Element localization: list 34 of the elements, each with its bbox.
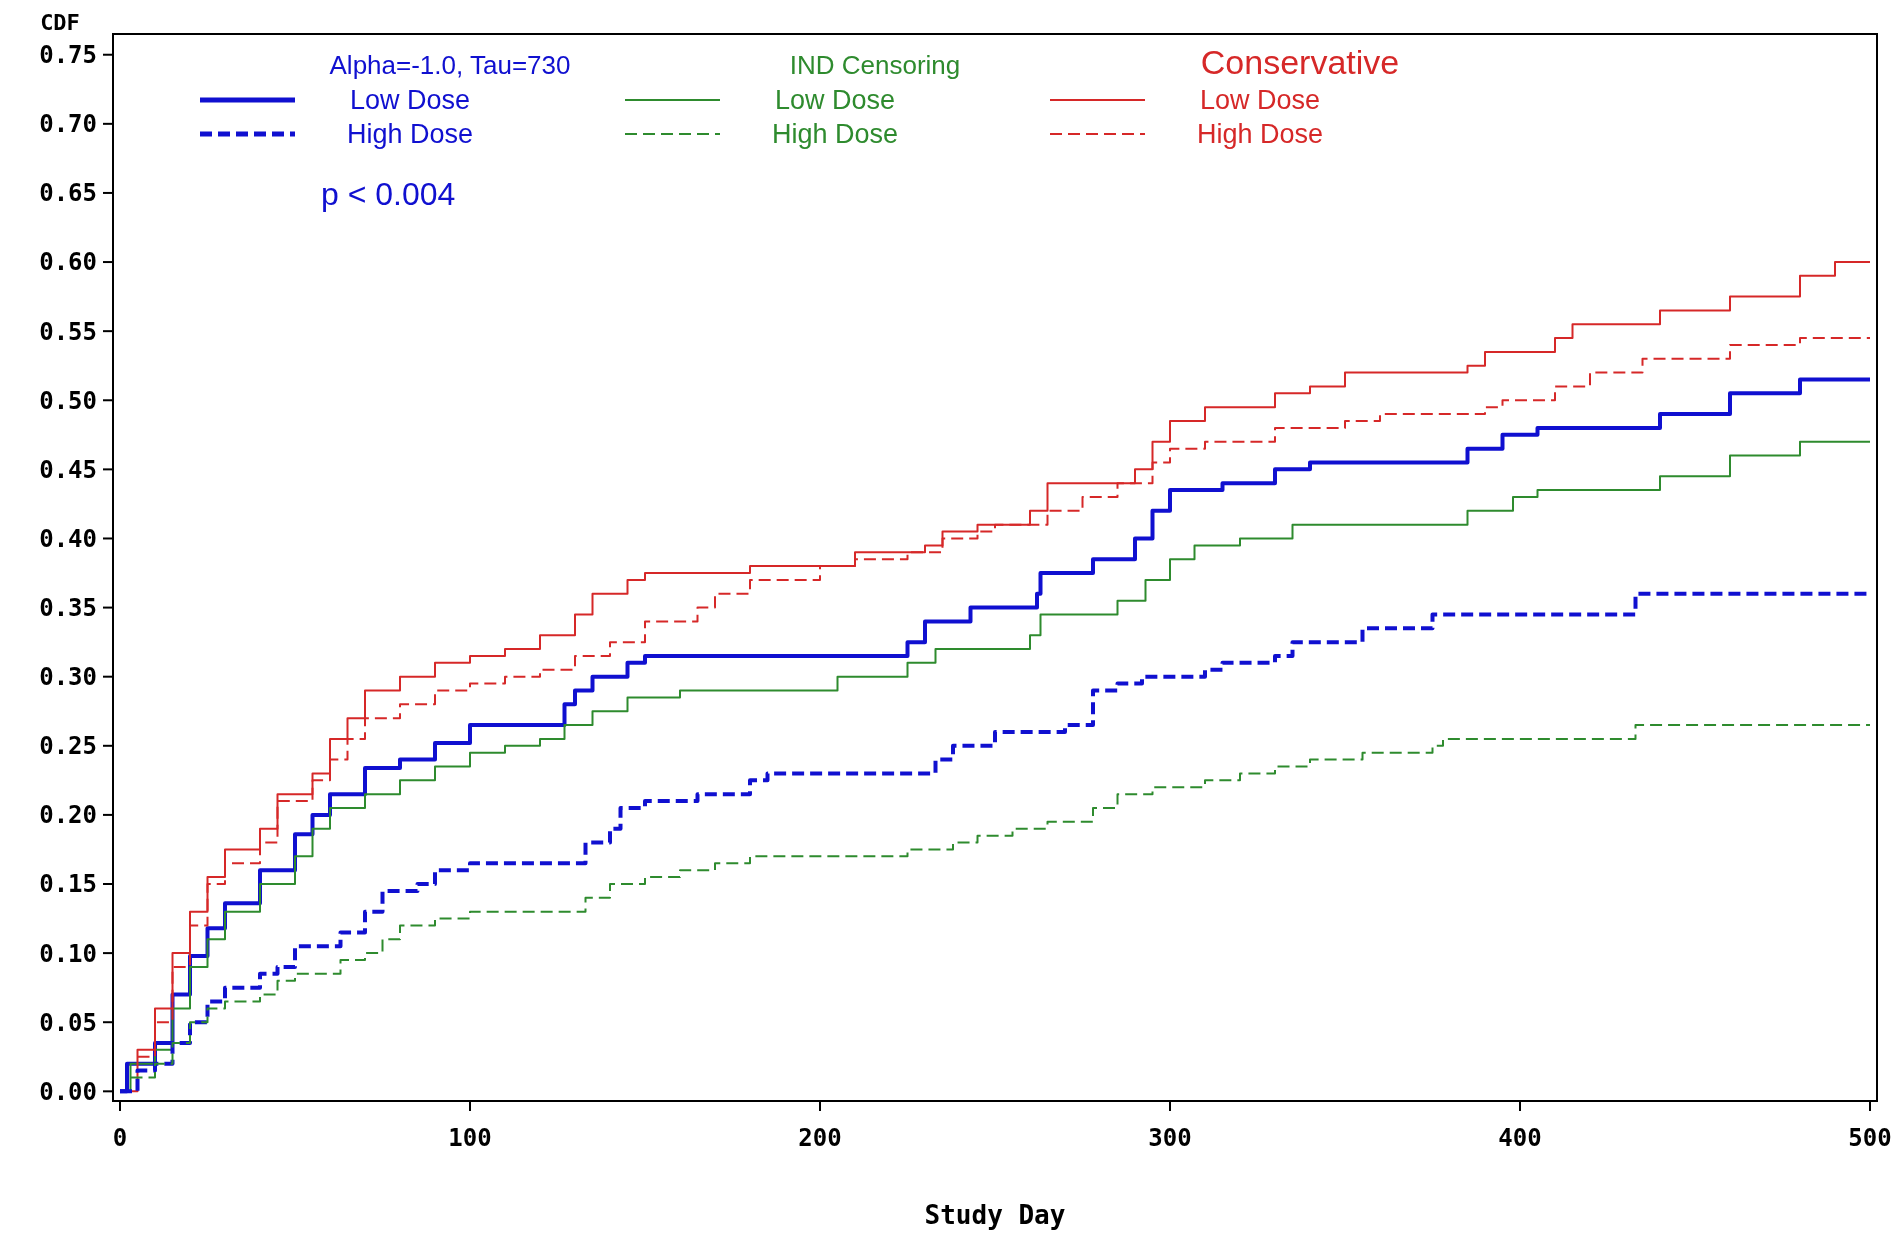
x-axis-title: Study Day (924, 1200, 1066, 1230)
y-tick-label: 0.60 (39, 248, 97, 277)
y-tick-label: 0.05 (39, 1008, 97, 1037)
y-tick-label: 0.35 (39, 593, 97, 622)
y-axis-title: CDF (40, 10, 80, 35)
y-tick-label: 0.10 (39, 939, 97, 968)
annotation: Alpha=-1.0, Tau=730 (329, 50, 571, 80)
legend-label: Low Dose (1199, 85, 1321, 116)
x-tick-label: 200 (798, 1124, 842, 1152)
x-tick-label: 300 (1148, 1124, 1192, 1152)
legend-label: High Dose (1196, 119, 1324, 150)
y-tick-label: 0.45 (39, 455, 97, 484)
y-tick-label: 0.55 (39, 317, 97, 346)
y-tick-label: 0.00 (39, 1077, 97, 1106)
y-tick-label: 0.20 (39, 801, 97, 830)
y-tick-label: 0.15 (39, 870, 97, 899)
y-tick-label: 0.25 (39, 732, 97, 761)
x-tick-label: 0 (112, 1124, 128, 1152)
legend-label: Low Dose (774, 85, 896, 116)
y-tick-label: 0.65 (39, 179, 97, 208)
x-tick-label: 500 (1848, 1124, 1892, 1152)
y-tick-label: 0.75 (39, 41, 97, 70)
annotation: Conservative (1200, 43, 1400, 81)
annotation: IND Censoring (789, 50, 961, 80)
legend-label: High Dose (771, 119, 899, 150)
x-tick-label: 100 (448, 1124, 492, 1152)
legend-label: High Dose (346, 119, 474, 150)
legend-label: Low Dose (349, 85, 471, 116)
y-tick-label: 0.30 (39, 663, 97, 692)
annotation: p < 0.004 (321, 176, 456, 212)
y-tick-label: 0.50 (39, 386, 97, 415)
y-tick-label: 0.70 (39, 110, 97, 139)
y-tick-label: 0.40 (39, 524, 97, 553)
x-tick-label: 400 (1498, 1124, 1542, 1152)
